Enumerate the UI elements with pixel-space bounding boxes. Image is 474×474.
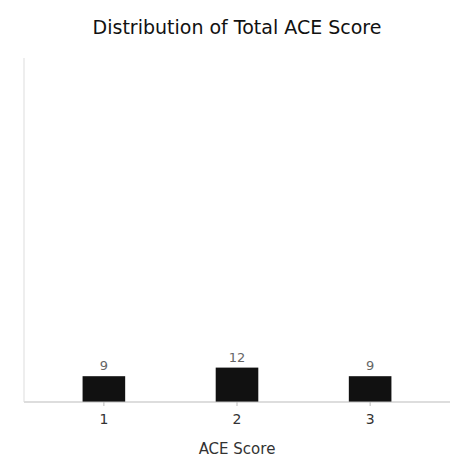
x-tick xyxy=(103,402,104,406)
x-tick xyxy=(237,402,238,406)
x-tick xyxy=(370,402,371,406)
chart-svg: 1239129ACE ScoreDistribution of Total AC… xyxy=(0,0,474,474)
y-axis-line xyxy=(24,58,25,402)
background xyxy=(0,0,474,474)
x-axis-label: ACE Score xyxy=(199,440,276,458)
data-label: 9 xyxy=(100,358,108,373)
chart-title: Distribution of Total ACE Score xyxy=(93,16,382,38)
chart-container: 1239129ACE ScoreDistribution of Total AC… xyxy=(0,0,474,474)
bar xyxy=(349,376,392,402)
bar xyxy=(216,368,259,402)
x-tick-label: 2 xyxy=(233,411,242,427)
data-label: 9 xyxy=(366,358,374,373)
data-label: 12 xyxy=(229,350,246,365)
x-tick-label: 3 xyxy=(366,411,375,427)
x-tick-label: 1 xyxy=(99,411,108,427)
plot-area xyxy=(83,368,392,402)
bar xyxy=(83,376,126,402)
